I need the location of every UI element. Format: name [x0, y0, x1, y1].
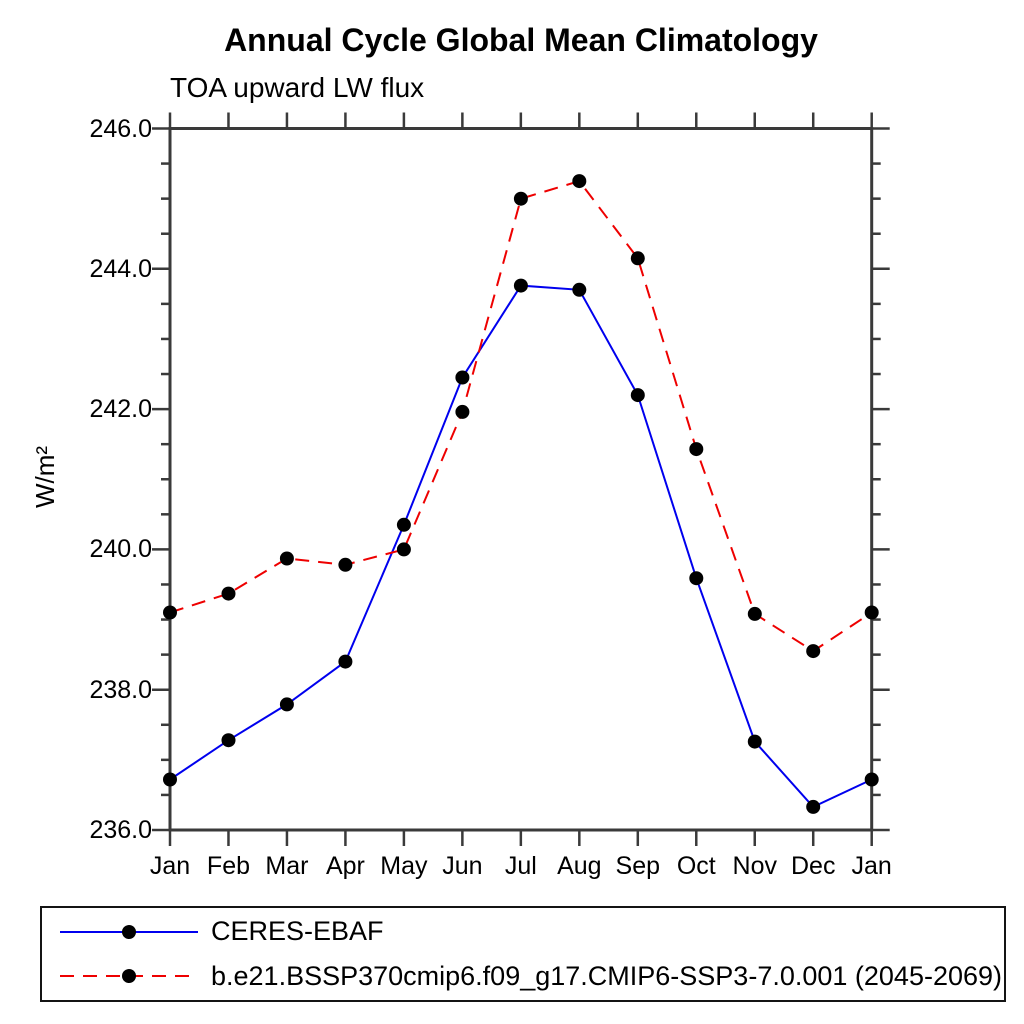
data-point	[630, 388, 645, 403]
data-point	[806, 799, 821, 814]
data-point	[396, 542, 411, 557]
data-point	[513, 191, 528, 206]
data-point	[864, 772, 879, 787]
data-point	[513, 278, 528, 293]
x-tick-label: Oct	[676, 852, 716, 880]
data-point	[455, 404, 470, 419]
x-tick-label: Dec	[790, 852, 836, 880]
series-line-0	[169, 284, 873, 809]
y-tick-label: 236.0	[89, 816, 152, 844]
x-tick-label: Jan	[851, 852, 892, 880]
data-point	[221, 733, 236, 748]
y-tick-label: 242.0	[89, 395, 152, 424]
data-point	[455, 370, 470, 385]
x-tick-label: Feb	[206, 852, 251, 880]
legend-swatch	[60, 969, 198, 984]
data-point	[864, 605, 879, 620]
y-tick-label: 240.0	[89, 535, 152, 564]
chart-title: Annual Cycle Global Mean Climatology	[224, 22, 818, 58]
x-tick-label: Nov	[732, 852, 777, 880]
data-point	[396, 517, 411, 532]
y-tick-label: 244.0	[89, 254, 152, 283]
x-tick-label: Apr	[325, 852, 365, 880]
data-point	[338, 654, 353, 669]
data-point	[806, 644, 821, 659]
data-point	[572, 174, 587, 189]
plot-box	[168, 127, 874, 832]
x-tick-label: Mar	[265, 852, 309, 880]
legend-item: CERES-EBAF	[54, 911, 1004, 953]
x-tick-label: Jul	[504, 852, 537, 880]
data-point	[338, 557, 353, 572]
data-point	[163, 605, 177, 620]
data-point	[163, 772, 177, 787]
y-tick-label: 238.0	[89, 675, 152, 704]
series-line-1	[169, 179, 873, 653]
data-point	[279, 551, 294, 566]
x-tick-label: Jan	[149, 852, 191, 880]
data-point	[689, 442, 704, 457]
legend-swatch	[60, 924, 198, 939]
data-point	[221, 586, 236, 601]
x-tick-label: May	[380, 852, 428, 880]
legend-marker-icon	[122, 969, 136, 984]
data-point	[630, 251, 645, 266]
data-point	[572, 282, 587, 297]
legend-label: CERES-EBAF	[211, 916, 384, 947]
x-tick-label: Sep	[615, 852, 661, 880]
y-tick-label: 246.0	[89, 114, 152, 143]
data-point	[279, 697, 294, 712]
legend-item: b.e21.BSSP370cmip6.f09_g17.CMIP6-SSP3-7.…	[54, 955, 1004, 997]
data-point	[747, 606, 762, 621]
chart-subtitle: TOA upward LW flux	[170, 72, 425, 103]
data-point	[689, 571, 704, 586]
x-tick-label: Jun	[442, 852, 483, 880]
legend-box: CERES-EBAF b.e21.BSSP370cmip6.f09_g17.CMI…	[40, 906, 1006, 1002]
x-tick-label: Aug	[557, 852, 602, 880]
data-point	[747, 734, 762, 749]
legend-marker-icon	[122, 924, 136, 939]
legend-label: b.e21.BSSP370cmip6.f09_g17.CMIP6-SSP3-7.…	[211, 960, 1003, 991]
